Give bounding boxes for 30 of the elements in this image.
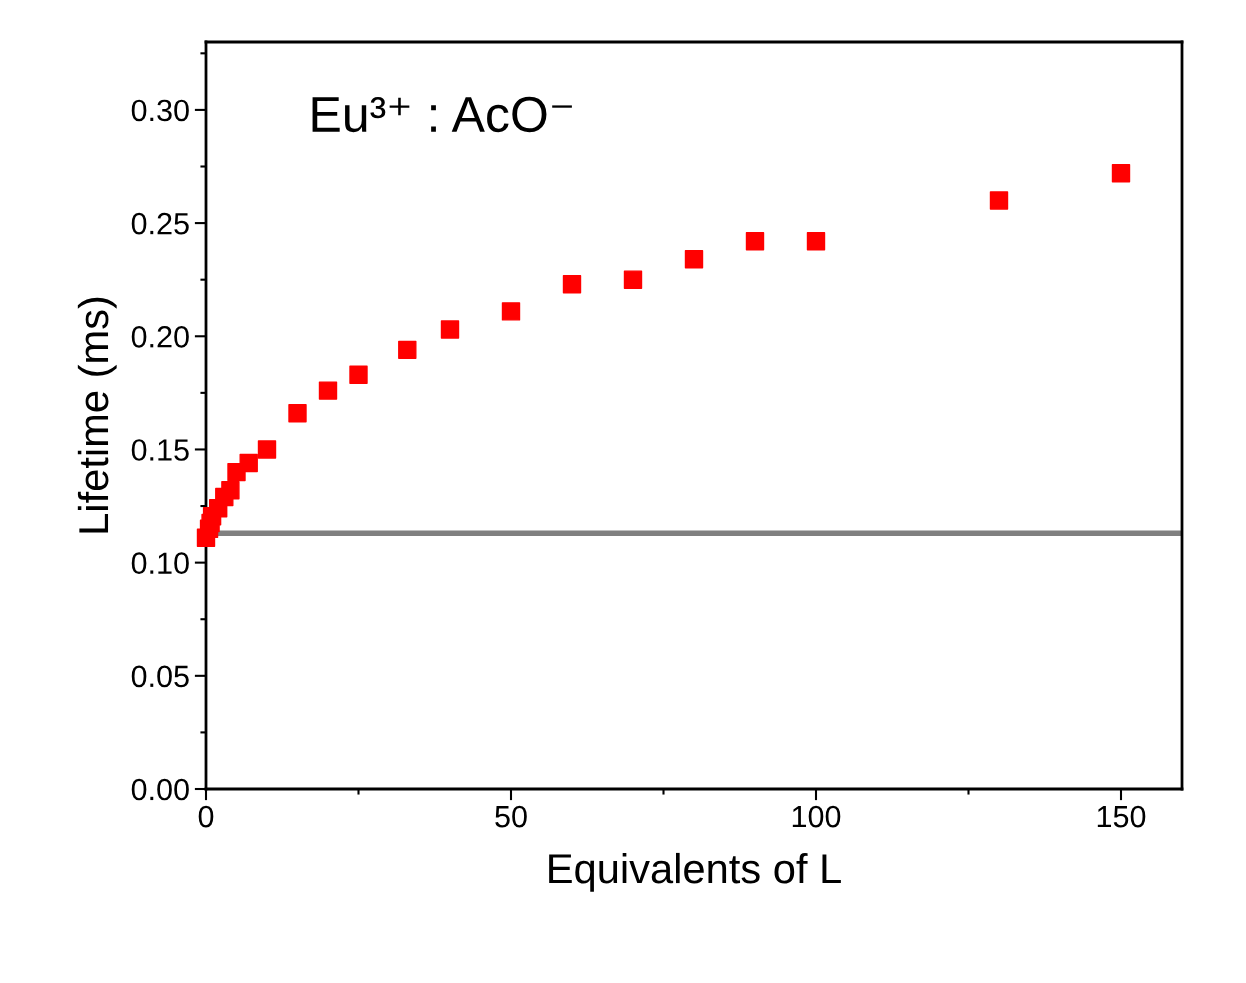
point (989, 191, 1009, 210)
point (806, 231, 826, 251)
point (440, 320, 460, 339)
y-tick-label: 0.00 (131, 778, 189, 801)
point (1111, 164, 1131, 183)
y-tick-label: 0.25 (131, 212, 189, 235)
x-tick-label: 0 (198, 805, 214, 828)
y-tick-label: 0.20 (131, 326, 189, 348)
point (623, 270, 643, 289)
point (257, 440, 277, 459)
y-tick-label: 0.05 (131, 665, 189, 688)
point (562, 275, 582, 294)
y-axis-title: Lifetime (ms) (77, 297, 117, 533)
point (318, 381, 338, 400)
y-tick-label: 0.15 (131, 439, 189, 461)
y-tick-label: 0.30 (131, 99, 189, 122)
point (684, 250, 704, 269)
point (349, 365, 368, 384)
point (398, 340, 417, 360)
point (501, 302, 521, 321)
x-tick-label: 150 (1097, 805, 1146, 828)
y-tick-label: 0.10 (131, 552, 189, 575)
point (239, 453, 258, 473)
x-tick-label: 100 (792, 805, 841, 828)
point (221, 480, 240, 500)
x-axis-title: Equivalents of L (549, 852, 841, 892)
point (288, 404, 307, 423)
annotation: Eu³⁺ : AcO⁻ (312, 96, 572, 133)
x-tick-label: 50 (495, 805, 527, 828)
point (745, 231, 765, 251)
